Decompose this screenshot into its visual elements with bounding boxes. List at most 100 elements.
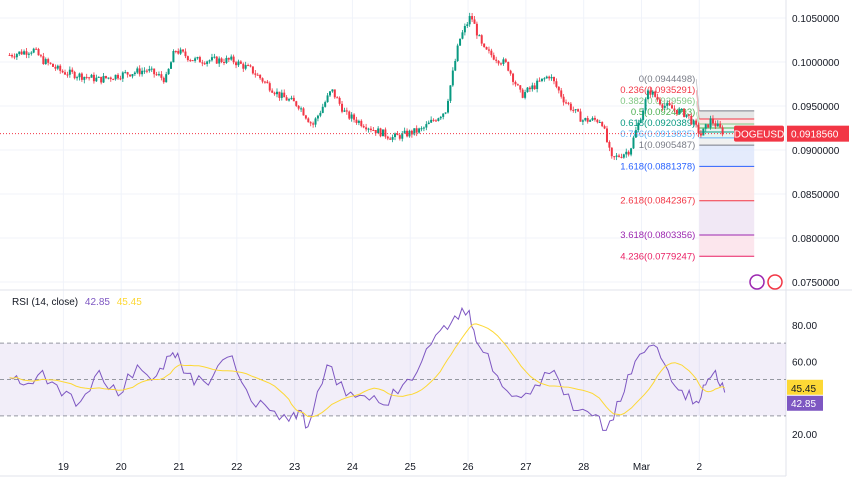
candle bbox=[302, 108, 305, 116]
candle bbox=[259, 74, 262, 79]
candle bbox=[490, 50, 493, 56]
candle bbox=[552, 76, 555, 82]
candle bbox=[307, 118, 310, 123]
candle bbox=[574, 109, 577, 111]
candle bbox=[651, 91, 654, 95]
candle bbox=[589, 120, 592, 122]
candle bbox=[485, 47, 488, 50]
candle bbox=[360, 120, 363, 127]
candle bbox=[141, 70, 144, 75]
candle bbox=[422, 127, 425, 129]
candle bbox=[430, 119, 433, 123]
candle bbox=[256, 74, 259, 76]
rsi-title: RSI (14, close) bbox=[12, 297, 79, 308]
candle bbox=[569, 103, 572, 110]
candle bbox=[107, 77, 110, 79]
candle bbox=[239, 61, 242, 64]
x-tick-label: 22 bbox=[231, 462, 243, 473]
candle bbox=[150, 68, 153, 70]
candle bbox=[495, 59, 498, 61]
candle bbox=[353, 114, 356, 120]
fib-zone bbox=[699, 123, 755, 129]
candle bbox=[410, 130, 413, 135]
rsi-axis-label: 80.00 bbox=[792, 321, 817, 332]
candle bbox=[591, 117, 594, 121]
candle bbox=[675, 109, 678, 114]
candle bbox=[434, 120, 437, 122]
candle bbox=[39, 55, 42, 57]
candle bbox=[167, 68, 170, 75]
candle bbox=[661, 104, 664, 108]
candle bbox=[622, 154, 625, 158]
candle bbox=[526, 87, 529, 93]
candle bbox=[663, 105, 666, 108]
candle bbox=[227, 57, 230, 60]
candle bbox=[348, 111, 351, 119]
candle bbox=[466, 24, 469, 27]
candle bbox=[145, 70, 148, 72]
candle bbox=[206, 61, 209, 64]
candle bbox=[8, 54, 11, 56]
candle bbox=[627, 151, 630, 155]
candle bbox=[263, 81, 266, 83]
candle bbox=[596, 119, 599, 123]
fib-label-leader bbox=[696, 133, 700, 139]
rsi-ma-line bbox=[9, 323, 725, 418]
candle bbox=[697, 124, 700, 134]
candle bbox=[654, 91, 657, 97]
candle bbox=[711, 118, 714, 124]
candle bbox=[608, 142, 611, 148]
candle bbox=[210, 57, 213, 61]
fib-level-label: 1(0.0905487) bbox=[639, 140, 696, 151]
candle bbox=[47, 59, 50, 63]
candle bbox=[42, 56, 45, 65]
symbol-tag bbox=[734, 125, 784, 142]
fib-label-leader bbox=[695, 90, 700, 119]
candle bbox=[61, 70, 64, 73]
candle bbox=[64, 72, 67, 75]
candle bbox=[579, 111, 582, 122]
candle bbox=[218, 58, 221, 64]
candle bbox=[102, 75, 105, 83]
candle bbox=[92, 74, 95, 82]
candle bbox=[500, 63, 503, 65]
candle bbox=[170, 62, 173, 69]
candle bbox=[59, 65, 62, 71]
candle bbox=[577, 109, 580, 112]
candle bbox=[85, 76, 88, 78]
x-tick-label: 25 bbox=[405, 462, 417, 473]
candle bbox=[401, 133, 404, 139]
candle bbox=[487, 49, 490, 51]
candle bbox=[341, 103, 344, 112]
fib-zone bbox=[699, 110, 755, 119]
candle bbox=[610, 147, 613, 157]
candle bbox=[196, 57, 199, 59]
candle bbox=[20, 51, 23, 55]
candle bbox=[699, 133, 702, 136]
candle bbox=[540, 78, 543, 81]
candle bbox=[88, 77, 91, 79]
candle bbox=[23, 51, 26, 55]
candle bbox=[285, 97, 288, 101]
candle bbox=[117, 74, 120, 79]
candle bbox=[492, 55, 495, 60]
candle bbox=[194, 58, 197, 61]
candle bbox=[398, 135, 401, 139]
candle bbox=[381, 129, 384, 137]
candle bbox=[432, 119, 435, 121]
candle bbox=[66, 74, 69, 76]
candle bbox=[114, 74, 117, 80]
candle bbox=[153, 68, 156, 75]
fib-label-leader bbox=[695, 101, 700, 124]
candle bbox=[646, 90, 649, 100]
candle bbox=[208, 60, 211, 62]
candle bbox=[478, 35, 481, 37]
fib-level-label: 2.618(0.0842367) bbox=[620, 196, 695, 207]
candle bbox=[292, 97, 295, 102]
candle bbox=[182, 49, 185, 52]
fib-level-label: 0.236(0.0935291) bbox=[620, 85, 695, 96]
candle bbox=[104, 75, 107, 79]
candle bbox=[215, 56, 218, 64]
candle bbox=[157, 74, 160, 76]
